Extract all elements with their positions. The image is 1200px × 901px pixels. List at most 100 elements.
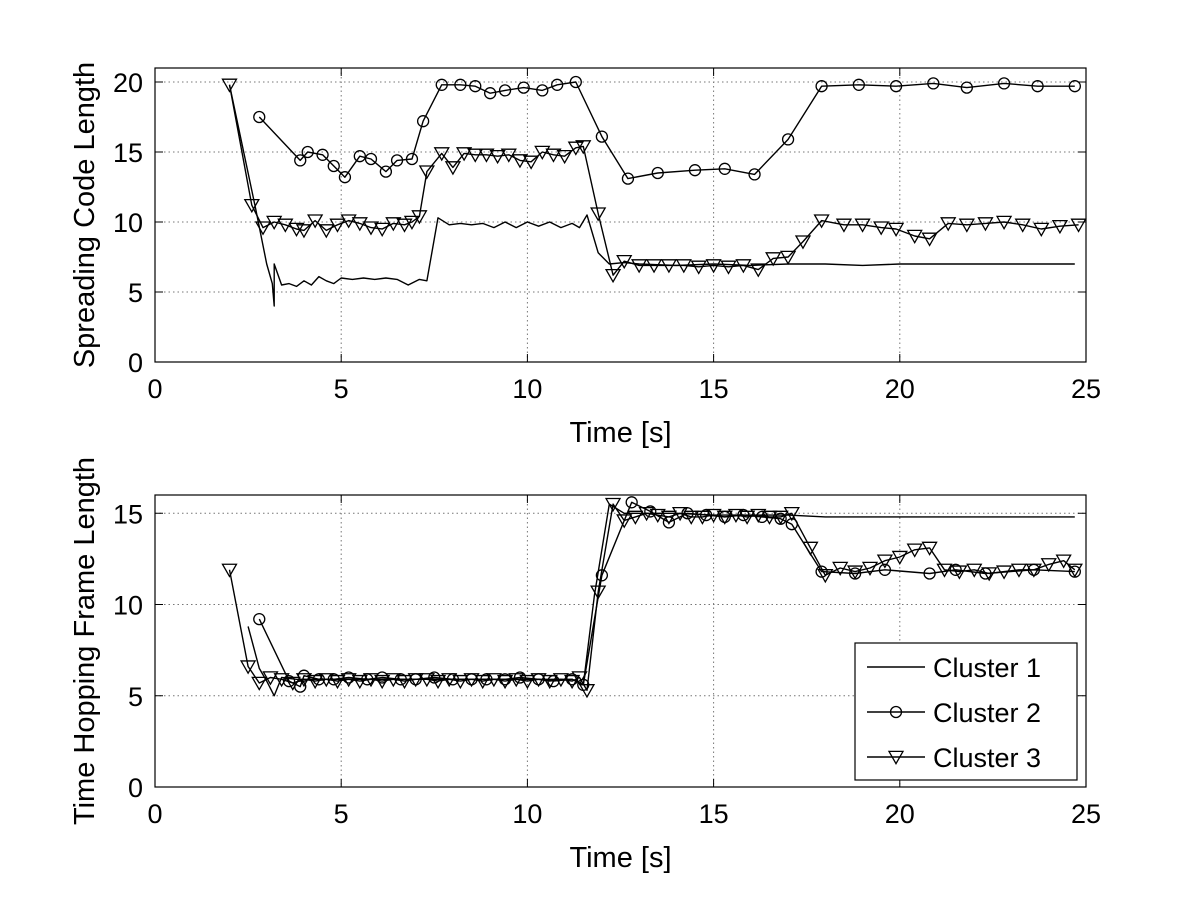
data-point — [651, 166, 664, 180]
data-point — [720, 260, 737, 275]
data-point — [428, 671, 441, 684]
data-point — [571, 671, 588, 686]
axes-frame — [154, 494, 1087, 788]
data-point — [690, 260, 707, 275]
data-point — [318, 673, 335, 688]
data-point — [284, 676, 301, 691]
data-point — [1031, 80, 1044, 93]
data-point — [405, 152, 419, 166]
data-point — [273, 673, 290, 688]
data-point — [923, 567, 936, 580]
data-point — [541, 674, 558, 690]
x-tick-label: 5 — [334, 374, 349, 404]
data-point — [511, 154, 529, 169]
data-point — [552, 673, 570, 688]
data-point — [435, 78, 448, 91]
data-point — [385, 673, 402, 688]
data-point — [688, 164, 702, 177]
data-point — [671, 506, 689, 522]
data-point — [407, 673, 424, 688]
data-point — [364, 152, 378, 166]
data-point — [852, 78, 865, 91]
data-point — [578, 684, 596, 699]
data-point — [625, 496, 638, 509]
data-point — [545, 148, 562, 163]
legend-entry-label: Cluster 1 — [933, 653, 1041, 683]
data-point — [1040, 558, 1057, 573]
y-tick-label: 0 — [128, 348, 143, 378]
data-point — [1051, 219, 1069, 235]
data-point — [627, 510, 644, 525]
data-point — [694, 510, 711, 525]
data-point — [340, 673, 357, 688]
data-point — [1033, 222, 1050, 237]
data-point — [329, 674, 346, 690]
data-point — [1068, 80, 1081, 93]
data-point — [727, 508, 745, 524]
data-point — [966, 563, 983, 578]
data-point — [995, 565, 1013, 580]
data-point — [981, 567, 998, 582]
series-line — [228, 503, 1076, 691]
data-point — [705, 508, 722, 524]
y-axis-label: Spreading Code Length — [69, 62, 101, 368]
data-point — [660, 259, 678, 274]
y-axis-label: Time Hopping Frame Length — [69, 457, 101, 825]
data-point — [718, 162, 731, 175]
data-point — [239, 660, 257, 675]
data-point — [927, 77, 940, 90]
data-point — [429, 674, 447, 690]
data-point — [705, 259, 722, 274]
data-point — [735, 259, 752, 274]
data-point — [604, 268, 622, 284]
data-point — [616, 514, 633, 529]
data-point — [534, 145, 551, 160]
data-point — [590, 207, 607, 222]
legend: Cluster 1 Cluster 2 Cluster 3 — [854, 642, 1078, 781]
y-tick-label: 10 — [113, 591, 143, 621]
data-point — [301, 145, 314, 159]
data-point — [441, 673, 458, 688]
legend-marker — [889, 705, 903, 719]
data-point — [616, 254, 633, 270]
data-point — [454, 78, 467, 91]
data-point — [294, 154, 307, 167]
data-point — [467, 148, 484, 163]
y-tick-label: 5 — [128, 682, 143, 712]
data-point — [327, 159, 340, 173]
data-point — [936, 563, 953, 578]
data-point — [374, 674, 391, 690]
data-point — [738, 510, 756, 525]
data-point — [960, 81, 973, 94]
data-point — [536, 84, 549, 97]
data-point — [621, 172, 635, 185]
data-point — [921, 541, 938, 556]
data-point — [307, 214, 324, 229]
data-point — [517, 81, 530, 94]
data-point — [403, 215, 421, 230]
data-point — [683, 510, 700, 525]
x-tick-label: 25 — [1071, 799, 1101, 829]
data-point — [906, 543, 923, 558]
data-point — [765, 252, 782, 267]
data-point — [351, 674, 368, 690]
data-point — [1070, 218, 1087, 233]
data-point — [338, 171, 352, 184]
x-tick-label: 10 — [512, 374, 542, 404]
data-point — [307, 674, 324, 690]
data-point — [802, 541, 819, 556]
data-point — [861, 561, 879, 576]
data-point — [318, 224, 335, 239]
data-point — [660, 510, 678, 525]
data-point — [854, 218, 871, 233]
data-point — [781, 133, 795, 146]
data-point — [889, 80, 903, 93]
data-point — [906, 229, 923, 244]
data-point — [485, 673, 503, 688]
data-point — [396, 674, 413, 690]
legend-marker — [887, 750, 905, 765]
data-point — [374, 222, 391, 237]
y-tick-label: 20 — [113, 68, 143, 98]
data-point — [750, 263, 767, 278]
data-point — [523, 155, 540, 170]
